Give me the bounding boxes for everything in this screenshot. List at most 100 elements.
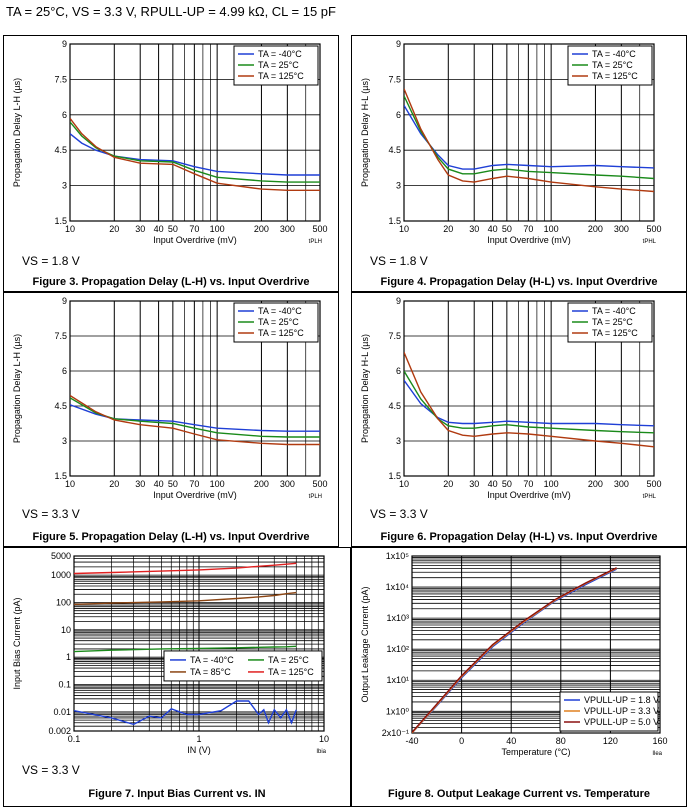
x-tick-label: 120 bbox=[603, 736, 618, 746]
x-tick-label: 500 bbox=[646, 479, 661, 489]
plot-frame bbox=[411, 555, 661, 734]
x-tick-label: 300 bbox=[614, 479, 629, 489]
x-tick-label: 40 bbox=[488, 224, 498, 234]
y-tick-label: 1x10¹ bbox=[386, 675, 409, 685]
x-tick-label: 200 bbox=[588, 224, 603, 234]
figure-tag: tPLH bbox=[309, 494, 322, 500]
y-tick-label: 1x10⁰ bbox=[386, 706, 410, 716]
x-tick-label: 10 bbox=[319, 734, 329, 744]
chart-panel-fig7: 0.1 1 10 0.002 0.01 0.1 1 10 100 1000 5000 IN (V) In… bbox=[3, 547, 351, 807]
x-tick-label: 100 bbox=[544, 224, 559, 234]
x-tick-label: 40 bbox=[488, 479, 498, 489]
legend-label: TA = 25°C bbox=[258, 60, 299, 70]
x-tick-label: 40 bbox=[154, 479, 164, 489]
chart-svg: 10 20 30 40 50 70 100 200 300 500 1.5 3 4.5 6 7.5 9 Inpu… bbox=[360, 39, 662, 245]
x-tick-label: 70 bbox=[523, 224, 533, 234]
y-tick-label: 9 bbox=[62, 296, 67, 306]
x-tick-label: 500 bbox=[646, 224, 661, 234]
series-line-0 bbox=[404, 105, 654, 170]
y-tick-label: 1.5 bbox=[54, 471, 67, 481]
x-tick-label: 160 bbox=[652, 736, 667, 746]
plot-frame bbox=[69, 300, 321, 477]
y-tick-label: 6 bbox=[62, 366, 67, 376]
series-line-1 bbox=[74, 645, 297, 653]
series-line-0 bbox=[70, 133, 320, 176]
series-line-2 bbox=[70, 117, 320, 192]
x-tick-label: 50 bbox=[502, 479, 512, 489]
x-tick-label: 100 bbox=[544, 479, 559, 489]
y-tick-label: 4.5 bbox=[54, 145, 67, 155]
y-axis-label: Input Bias Current (pA) bbox=[12, 597, 22, 689]
y-tick-label: 4.5 bbox=[388, 401, 401, 411]
y-tick-label: 3 bbox=[396, 436, 401, 446]
x-tick-label: 30 bbox=[135, 479, 145, 489]
legend-label: TA = 25°C bbox=[268, 655, 309, 665]
figure-caption: Figure 4. Propagation Delay (H-L) vs. In… bbox=[380, 276, 658, 288]
figure-tag: tPLH bbox=[309, 239, 322, 245]
legend-label: TA = 125°C bbox=[592, 328, 638, 338]
y-axis-label: Output Leakage Current (pA) bbox=[360, 586, 370, 702]
legend-label: TA = 125°C bbox=[592, 71, 638, 81]
x-tick-label: 300 bbox=[614, 224, 629, 234]
y-axis-label: Propagation Delay H-L (µs) bbox=[360, 78, 370, 187]
x-tick-label: 300 bbox=[280, 224, 295, 234]
x-tick-label: 1 bbox=[196, 734, 201, 744]
y-tick-label: 7.5 bbox=[388, 331, 401, 341]
legend-label: VPULL-UP = 1.8 V bbox=[584, 695, 659, 705]
legend: TA = -40°CTA = 25°CTA = 125°C bbox=[233, 45, 319, 86]
y-axis-label: Propagation Delay L-H (µs) bbox=[12, 334, 22, 443]
chart-condition: VS = 3.3 V bbox=[22, 763, 80, 777]
legend-label: TA = 25°C bbox=[592, 60, 633, 70]
x-tick-label: 100 bbox=[210, 479, 225, 489]
y-tick-label: 1x10⁵ bbox=[386, 551, 410, 561]
plot-frame bbox=[73, 555, 325, 732]
x-tick-label: 50 bbox=[168, 479, 178, 489]
test-conditions: TA = 25°C, VS = 3.3 V, RPULL-UP = 4.99 k… bbox=[6, 4, 336, 19]
figure-tag: Ibia bbox=[316, 749, 326, 755]
legend-label: TA = -40°C bbox=[190, 655, 234, 665]
series-line-0 bbox=[74, 700, 297, 726]
legend: TA = -40°CTA = 25°CTA = 125°C bbox=[567, 45, 653, 86]
x-tick-label: 20 bbox=[109, 224, 119, 234]
figure-caption: Figure 5. Propagation Delay (L-H) vs. In… bbox=[32, 531, 310, 543]
chart-condition: VS = 1.8 V bbox=[22, 254, 80, 268]
x-tick-label: 200 bbox=[588, 479, 603, 489]
x-tick-label: 20 bbox=[443, 224, 453, 234]
x-tick-label: 10 bbox=[399, 479, 409, 489]
x-tick-label: 10 bbox=[65, 479, 75, 489]
chart-condition: VS = 1.8 V bbox=[370, 254, 428, 268]
x-tick-label: 100 bbox=[210, 224, 225, 234]
chart-svg: 0.1 1 10 0.002 0.01 0.1 1 10 100 1000 5000 IN (V) In… bbox=[12, 551, 329, 755]
series-line-0 bbox=[70, 404, 320, 432]
legend-label: VPULL-UP = 3.3 V bbox=[584, 706, 659, 716]
y-tick-label: 7.5 bbox=[388, 74, 401, 84]
series-line-3 bbox=[74, 562, 297, 575]
x-tick-label: 500 bbox=[312, 224, 327, 234]
figure-caption: Figure 6. Propagation Delay (H-L) vs. In… bbox=[380, 531, 658, 543]
series-line-1 bbox=[70, 121, 320, 183]
y-axis-label: Propagation Delay L-H (µs) bbox=[12, 78, 22, 187]
y-tick-label: 1.5 bbox=[388, 216, 401, 226]
x-tick-label: -40 bbox=[405, 736, 418, 746]
x-tick-label: 30 bbox=[135, 224, 145, 234]
series-line-2 bbox=[74, 591, 297, 606]
y-tick-label: 1 bbox=[66, 652, 71, 662]
y-tick-label: 3 bbox=[396, 181, 401, 191]
x-tick-label: 70 bbox=[523, 479, 533, 489]
y-tick-label: 7.5 bbox=[54, 331, 67, 341]
y-tick-label: 3 bbox=[62, 181, 67, 191]
y-tick-label: 1.5 bbox=[54, 216, 67, 226]
series-line-2 bbox=[412, 567, 617, 733]
figure-tag: tPHL bbox=[643, 494, 657, 500]
legend-box bbox=[163, 650, 323, 682]
x-tick-label: 300 bbox=[280, 479, 295, 489]
y-tick-label: 9 bbox=[396, 296, 401, 306]
series-line-2 bbox=[404, 88, 654, 193]
x-tick-label: 50 bbox=[502, 224, 512, 234]
x-tick-label: 40 bbox=[154, 224, 164, 234]
x-axis-label: IN (V) bbox=[187, 745, 211, 755]
y-tick-label: 0.01 bbox=[53, 707, 71, 717]
legend: TA = -40°CTA = 25°CTA = 125°C bbox=[567, 302, 653, 343]
y-tick-label: 9 bbox=[396, 39, 401, 49]
